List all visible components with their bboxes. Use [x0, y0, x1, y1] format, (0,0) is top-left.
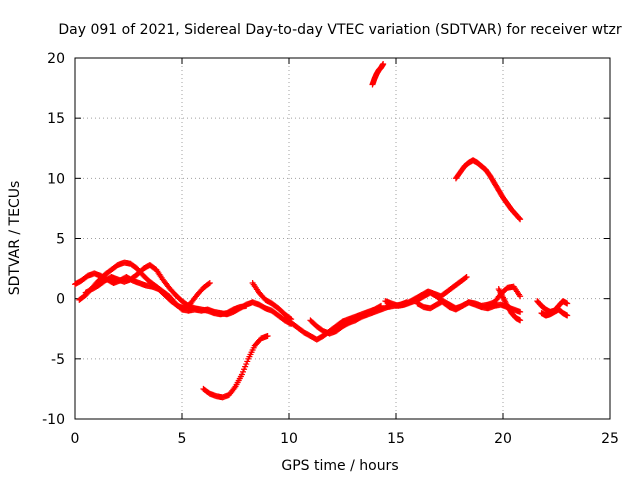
- chart-title: Day 091 of 2021, Sidereal Day-to-day VTE…: [58, 22, 622, 38]
- series-arc13: [495, 286, 524, 324]
- series-arc15: [538, 306, 571, 319]
- x-tick-label: 25: [601, 431, 619, 447]
- y-tick-label: 0: [56, 292, 65, 308]
- x-tick-label: 20: [494, 431, 512, 447]
- y-tick-label: 15: [47, 111, 65, 127]
- data-point-marker: [380, 61, 387, 68]
- x-tick-label: 0: [71, 431, 80, 447]
- data-point-marker: [242, 363, 249, 370]
- grid-lines: [75, 58, 610, 419]
- y-tick-label: 10: [47, 171, 65, 187]
- data-point-marker: [205, 280, 212, 287]
- data-point-marker: [564, 300, 571, 307]
- series-arc3: [82, 261, 250, 318]
- y-tick-label: 20: [47, 51, 65, 67]
- series-arc6: [281, 302, 385, 343]
- data-point-marker: [243, 302, 250, 309]
- data-point-marker: [462, 274, 469, 281]
- series-arc4: [200, 332, 271, 401]
- data-point-marker: [517, 308, 524, 315]
- series-arc8: [369, 61, 387, 88]
- data-point-marker: [244, 358, 251, 365]
- data-point-marker: [463, 274, 470, 281]
- axis-ticks: 0 5 10 15 20 25 -10 -5 0 5 10 15 20: [42, 51, 619, 447]
- data-point-marker: [206, 280, 213, 287]
- y-tick-label: -5: [51, 352, 65, 368]
- data-point-marker: [264, 332, 271, 339]
- data-point-marker: [238, 371, 245, 378]
- series-arc11: [393, 274, 470, 309]
- y-tick-label: -10: [42, 412, 65, 428]
- series-arc12: [414, 283, 524, 312]
- data-point-marker: [241, 366, 248, 373]
- data-point-marker: [239, 368, 246, 375]
- data-series: [72, 61, 571, 401]
- x-tick-label: 5: [178, 431, 187, 447]
- y-tick-label: 5: [56, 232, 65, 248]
- x-tick-label: 10: [280, 431, 298, 447]
- data-point-marker: [243, 361, 250, 368]
- data-point-marker: [517, 317, 524, 324]
- data-point-marker: [516, 215, 523, 222]
- data-point-marker: [564, 312, 571, 319]
- data-point-marker: [517, 216, 524, 223]
- x-tick-label: 15: [387, 431, 405, 447]
- series-arc9: [452, 157, 524, 223]
- data-point-marker: [517, 293, 524, 300]
- x-axis-label: GPS time / hours: [281, 458, 398, 474]
- y-axis-label: SDTVAR / TECUs: [7, 181, 23, 296]
